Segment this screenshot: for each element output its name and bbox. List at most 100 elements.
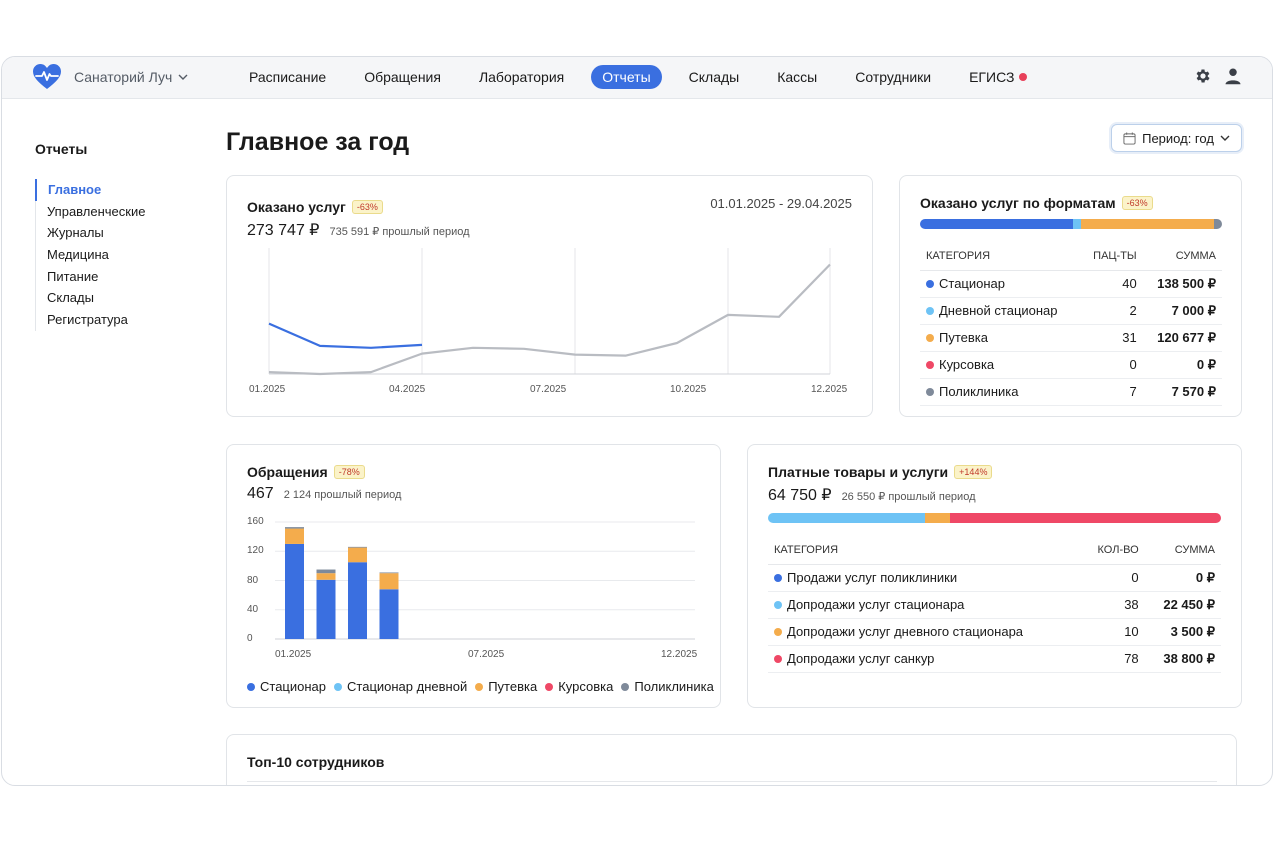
table-row[interactable]: Курсовка 0 0 ₽: [920, 351, 1222, 379]
table-row[interactable]: Продажи услуг поликлиники 0 0 ₽: [768, 564, 1221, 592]
change-badge: -63%: [351, 200, 383, 214]
category-dot: [774, 574, 782, 582]
sum-cell: 3 500 ₽: [1144, 618, 1221, 646]
table-row[interactable]: Допродажи услуг санкур 78 38 800 ₽: [768, 645, 1221, 673]
page-title: Главное за год: [226, 128, 410, 156]
table-row[interactable]: Допродажи услуг дневного стационара 10 3 5…: [768, 618, 1221, 646]
y-tick-label: 160: [247, 516, 264, 527]
count-cell: 38: [1080, 591, 1145, 619]
category-dot: [926, 361, 934, 369]
col-count: ПАЦ-ТЫ: [1080, 243, 1143, 271]
formats-table: КАТЕГОРИЯ ПАЦ-ТЫ СУММА Стационар 40 138 50…: [920, 243, 1222, 406]
visits-value-row: 467 2 124 прошлый период: [247, 485, 401, 503]
legend-item[interactable]: Стационар: [247, 679, 326, 694]
legend-item[interactable]: Путевка: [475, 679, 537, 694]
formats-stacked-bar: [920, 219, 1222, 229]
period-selector[interactable]: Период: год: [1111, 124, 1242, 152]
category-dot: [774, 628, 782, 636]
table-row[interactable]: Допродажи услуг стационара 38 22 450 ₽: [768, 591, 1221, 619]
count-cell: 2: [1080, 297, 1143, 325]
count-cell: 0: [1080, 564, 1145, 592]
nav-item-egisz-label: ЕГИСЗ: [969, 69, 1015, 85]
col-category: КАТЕГОРИЯ: [920, 243, 1081, 271]
bar-segment: [949, 513, 1221, 523]
services-value: 273 747 ₽: [247, 222, 320, 239]
category-dot: [926, 334, 934, 342]
table-row[interactable]: Стационар 40 138 500 ₽: [920, 270, 1222, 298]
bar-segment: [316, 579, 336, 639]
category-name: Стационар: [939, 276, 1006, 291]
nav-item-laboratory[interactable]: Лаборатория: [478, 69, 565, 85]
bar-segment: [379, 572, 399, 574]
category-name: Допродажи услуг стационара: [787, 597, 965, 612]
nav-item-staff[interactable]: Сотрудники: [855, 69, 932, 85]
sidebar-item-registry[interactable]: Регистратура: [47, 312, 128, 328]
org-name: Санаторий Луч: [74, 69, 173, 85]
change-badge: -63%: [1121, 196, 1153, 210]
nav-item-cashdesks[interactable]: Кассы: [777, 69, 818, 85]
bar-segment: [768, 513, 926, 523]
category-cell: Продажи услуг поликлиники: [768, 564, 1081, 592]
table-row[interactable]: Дневной стационар 2 7 000 ₽: [920, 297, 1222, 325]
nav-item-warehouses[interactable]: Склады: [688, 69, 740, 85]
count-cell: 10: [1080, 618, 1145, 646]
category-dot: [774, 601, 782, 609]
bar-segment: [285, 527, 304, 529]
y-tick-label: 0: [247, 633, 253, 644]
bar-segment: [348, 546, 367, 548]
bar-segment: [379, 589, 399, 639]
paid-card: Платные товары и услуги +144% 64 750 ₽ 26 …: [747, 444, 1242, 708]
bar-segment: [1080, 219, 1214, 229]
bar-segment: [1213, 219, 1222, 229]
nav-item-reports[interactable]: Отчеты: [591, 65, 662, 89]
legend-label: Путевка: [488, 679, 538, 694]
chevron-down-icon: [178, 74, 188, 80]
series-line: [268, 322, 423, 349]
x-tick-label: 04.2025: [389, 384, 426, 395]
services-prev: 735 591 ₽ прошлый период: [329, 226, 470, 238]
sidebar-item-medicine[interactable]: Медицина: [47, 247, 109, 263]
nav-item-egisz[interactable]: ЕГИСЗ: [958, 65, 1038, 89]
x-tick-label: 10.2025: [670, 384, 707, 395]
y-tick-label: 40: [247, 604, 259, 615]
category-dot: [774, 655, 782, 663]
sidebar-item-nutrition[interactable]: Питание: [47, 268, 99, 284]
bar-segment: [285, 543, 304, 639]
sum-cell: 0 ₽: [1144, 564, 1221, 592]
category-cell: Допродажи услуг дневного стационара: [768, 618, 1081, 646]
sidebar-item-main[interactable]: Главное: [35, 179, 145, 201]
x-tick-label: 01.2025: [275, 649, 312, 660]
sum-cell: 0 ₽: [1142, 351, 1222, 379]
legend-item[interactable]: Поликлиника: [621, 679, 714, 694]
category-cell: Допродажи услуг санкур: [768, 645, 1081, 673]
app-window: Санаторий Луч Расписание Обращения Лабор…: [1, 56, 1273, 786]
gear-icon[interactable]: [1194, 67, 1212, 85]
services-line-chart: [268, 248, 831, 376]
sum-cell: 38 800 ₽: [1144, 645, 1221, 673]
user-icon[interactable]: [1224, 67, 1242, 85]
sidebar-title: Отчеты: [35, 141, 88, 157]
sidebar-item-warehouses[interactable]: Склады: [47, 290, 94, 306]
sidebar-item-journals[interactable]: Журналы: [47, 225, 104, 241]
nav-item-visits[interactable]: Обращения: [364, 69, 441, 85]
table-row[interactable]: Путевка 31 120 677 ₽: [920, 324, 1222, 352]
paid-value: 64 750 ₽: [768, 487, 832, 504]
legend-item[interactable]: Стационар дневной: [334, 679, 467, 694]
nav-item-schedule[interactable]: Расписание: [249, 69, 327, 85]
bar-segment: [316, 569, 336, 574]
org-selector[interactable]: Санаторий Луч: [74, 69, 188, 85]
table-row[interactable]: Поликлиника 7 7 570 ₽: [920, 378, 1222, 406]
bar-segment: [920, 219, 1073, 229]
heart-pulse-logo-icon[interactable]: [32, 63, 62, 91]
legend-label: Стационар: [260, 679, 327, 694]
table-header-row: КАТЕГОРИЯ ПАЦ-ТЫ СУММА: [920, 243, 1222, 271]
x-tick-label: 12.2025: [811, 384, 848, 395]
legend-swatch: [475, 682, 484, 691]
calendar-icon: [1123, 131, 1136, 145]
legend-label: Стационар дневной: [347, 679, 468, 694]
sum-cell: 138 500 ₽: [1142, 270, 1222, 298]
services-card: Оказано услуг -63% 273 747 ₽ 735 591 ₽ про…: [226, 175, 873, 417]
col-category: КАТЕГОРИЯ: [768, 537, 1081, 565]
legend-item[interactable]: Курсовка: [545, 679, 613, 694]
sidebar-item-management[interactable]: Управленческие: [47, 203, 146, 219]
